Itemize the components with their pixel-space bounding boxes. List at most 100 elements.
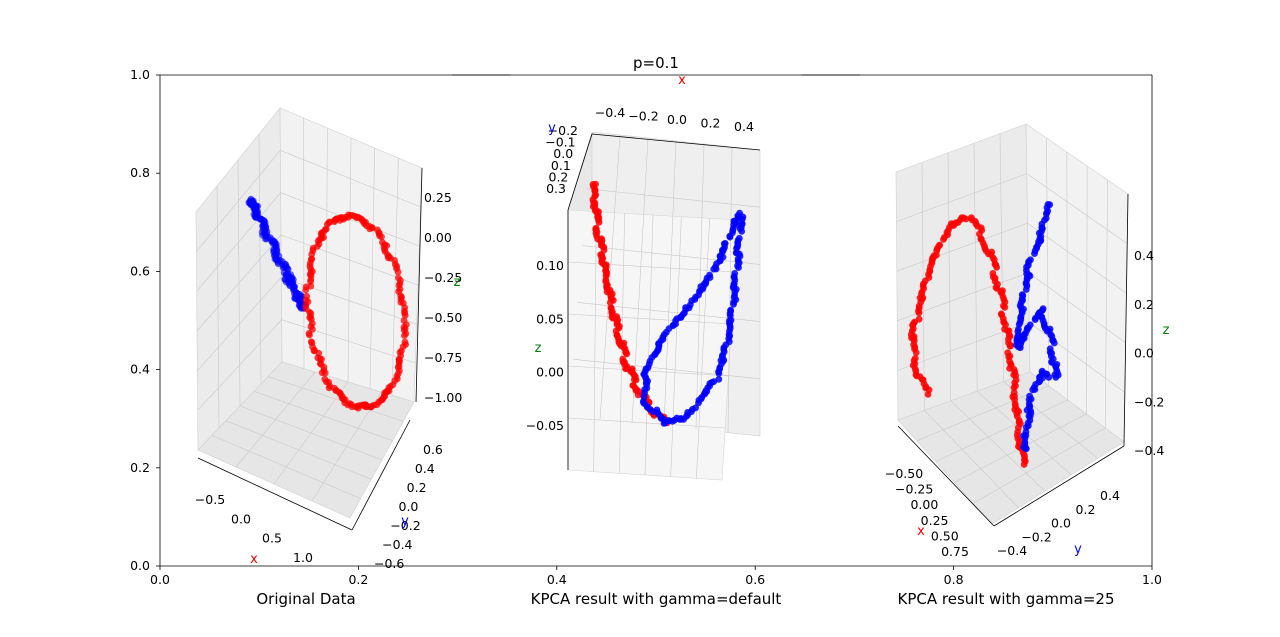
x-axis-label: x [250,552,258,567]
grid-line [896,173,1027,222]
z-tick-label: −0.2 [1134,394,1164,409]
bg-y-tick-label: 0.0 [130,558,150,573]
y-tick-label: 0.3 [546,181,566,196]
red-series-point [1001,303,1009,311]
blue-series-point [1022,286,1030,293]
z-tick-label: −0.75 [424,350,462,365]
y-tick-label: −0.2 [390,518,420,533]
y-axis-line [567,133,593,211]
grid-line [311,391,382,502]
blue-series-point [1029,386,1037,394]
blue-series-point [735,234,743,242]
bg-x-tick-label: 0.6 [745,572,765,587]
grid-line [216,185,220,429]
bg-x-tick-label: 0.2 [348,572,368,587]
pane-front [567,209,739,481]
blue-series-point [726,233,734,241]
y-tick-label: 0.0 [553,146,573,161]
grid-line [935,399,1068,462]
x-tick-label: −0.5 [195,492,225,507]
z-tick-label: 0.10 [536,258,564,273]
x-axis-line [197,457,353,531]
y-tick-label: 0.0 [1051,516,1071,531]
background-x-ticks: 0.0 0.2 0.4 0.6 0.8 1.0 [150,566,1162,587]
bg-y-tick-label: 0.2 [130,460,150,475]
grid-line [599,134,621,420]
z-tick-label: −0.05 [526,418,564,433]
blue-series-point [715,375,723,383]
figure-title: p=0.1 [633,54,679,72]
grid-line [924,410,1019,508]
blue-series-point [710,265,718,273]
x-axis-label: x [917,524,925,539]
background-y-ticks: 0.0 0.2 0.4 0.6 0.8 1.0 [130,67,160,573]
x-axis-line [591,133,761,151]
red-series-point [936,241,944,249]
panel2-points [589,180,747,427]
y-tick-label: −0.6 [374,556,404,571]
red-series-point [632,376,640,384]
grid-line [1026,173,1128,244]
red-ring-point [401,338,409,346]
bg-y-tick-label: 0.6 [130,263,150,278]
grid-line [1104,179,1108,429]
z-tick-label: 0.4 [1134,248,1154,263]
x-tick-label: 0.25 [921,513,949,528]
y-axis-label: y [401,514,409,529]
grid-line [896,222,1028,272]
red-series-point [1020,461,1028,468]
y-tick-label: 0.4 [415,461,435,476]
x-tick-label: −0.2 [628,109,658,124]
panel-title: KPCA result with gamma=default [531,590,782,608]
bg-x-tick-label: 0.8 [944,572,964,587]
panel-original-data: −0.5 0.0 0.5 1.0 −0.6 −0.4 −0.2 0.0 0.2 0.4 0.6 0.2… [195,107,462,608]
y-tick-label: −0.2 [1021,529,1051,544]
red-series-point [606,299,614,306]
z-tick-label: −0.25 [424,270,462,285]
x-tick-label: 1.0 [293,550,313,565]
grid-line [258,133,262,385]
grid-line [999,133,1004,382]
y-tick-label: 0.2 [549,169,569,184]
blue-ring-point [284,265,292,273]
x-tick-label: 0.0 [667,112,687,127]
grid-line [1046,137,1050,387]
grid-line [391,157,399,396]
x-tick-label: −0.25 [895,482,933,497]
red-series-point [595,219,603,226]
grid-line [696,218,710,479]
y-axis-label: y [1074,542,1082,557]
z-tick-label: 0.00 [424,230,452,245]
y-tick-label: 0.2 [1076,502,1096,517]
grid-line [369,147,375,389]
panel3-tick-labels: −0.50−0.250.000.250.500.75 −0.4−0.20.00.2… [885,248,1165,559]
grid-line [1028,272,1126,344]
blue-series-point [1031,250,1038,257]
z-axis-label: z [535,341,542,356]
blue-series-point [1022,445,1030,453]
grid-line [572,358,761,380]
z-tick-label: −0.50 [424,310,462,325]
grid-line [567,417,726,429]
background-axes: 0.0 0.2 0.4 0.6 0.8 1.0 0.0 0.2 0.4 0.6 0.8 1.0 [130,67,1162,587]
z-tick-label: 0.2 [1134,297,1154,312]
grid-line [670,216,682,477]
grid-line [237,159,241,407]
grid-line [1027,222,1127,294]
red-ring-point [302,286,310,294]
z-tick-label: −0.4 [1134,443,1164,458]
y-axis-line [351,419,411,531]
red-series-point [1010,384,1018,391]
x-tick-label: 0.0 [231,511,251,526]
red-series-point [915,315,923,323]
y-axis-line [993,445,1125,527]
x-tick-label: 0.4 [734,119,754,134]
red-ring-point [321,369,329,377]
x-axis-label: x [678,73,686,88]
grid-line [567,313,732,325]
red-series-point [962,215,970,223]
panel2-tick-labels: −0.4 −0.2 0.0 0.2 0.4−0.2−0.10.00.10.20.30.1… [526,105,754,433]
panel-title: Original Data [256,590,355,608]
red-series-point [1006,342,1014,350]
grid-line [950,400,1046,492]
